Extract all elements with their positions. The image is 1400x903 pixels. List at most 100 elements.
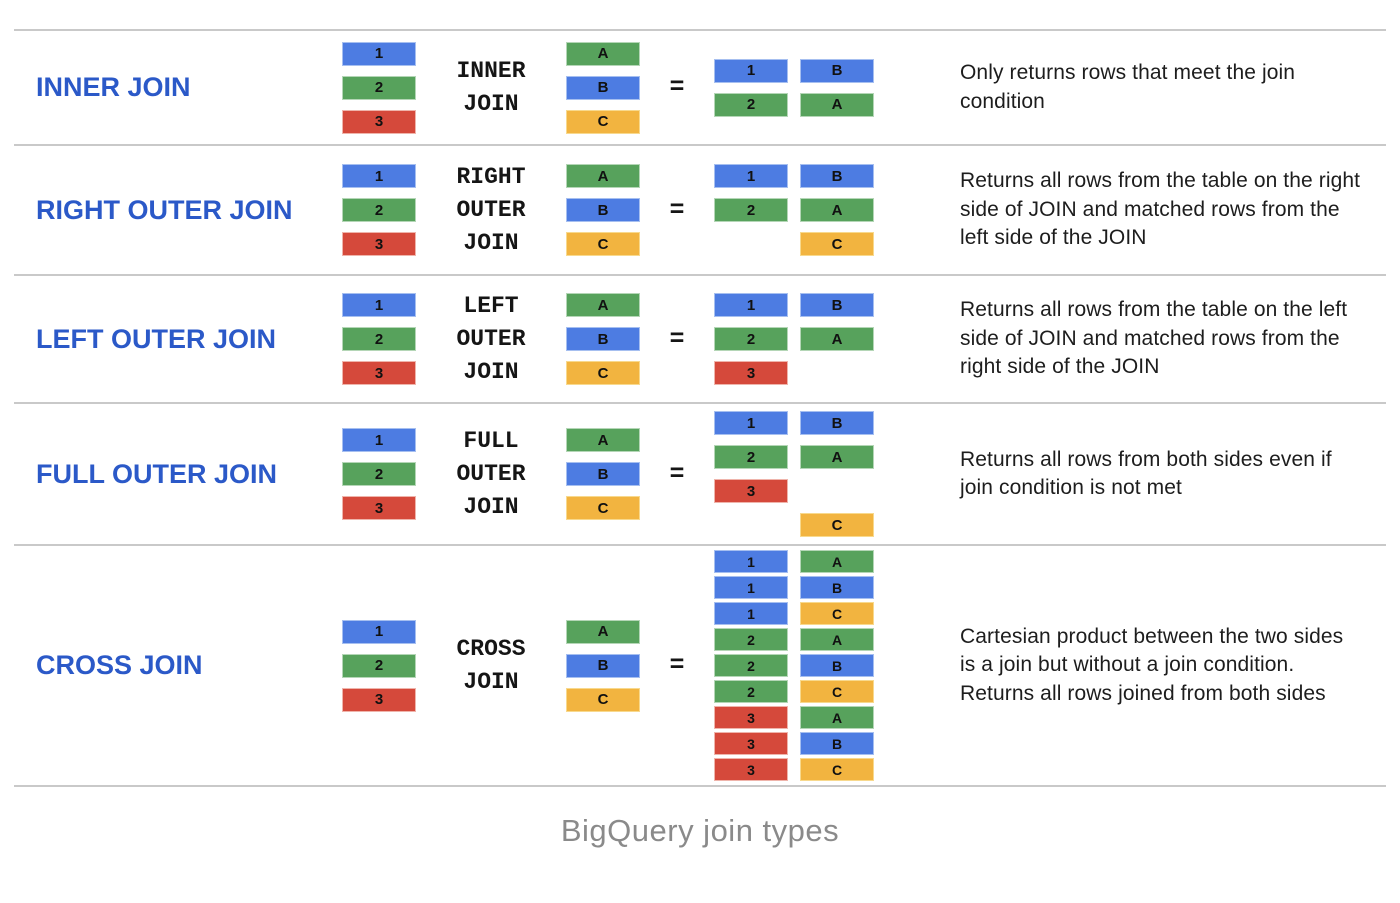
table-cell: B xyxy=(566,462,640,486)
table-cell: 3 xyxy=(342,109,416,134)
table-cell: C xyxy=(566,687,640,712)
table-cell: B xyxy=(566,327,640,351)
table-cell: 1 xyxy=(714,164,788,188)
equals-sign: = xyxy=(669,459,685,489)
join-operator-label: LEFT OUTER JOIN xyxy=(416,290,566,389)
table-cell: 1 xyxy=(714,293,788,317)
left-source-table: 1 2 3 xyxy=(342,428,416,520)
table-cell: 1 xyxy=(714,58,788,83)
table-cell: 2 xyxy=(342,653,416,678)
join-operator-line: RIGHT xyxy=(456,163,526,190)
join-operator-label: RIGHT OUTER JOIN xyxy=(416,161,566,260)
table-cell: A xyxy=(800,706,874,729)
join-type-label: INNER JOIN xyxy=(36,72,191,102)
join-type-label: LEFT OUTER JOIN xyxy=(36,323,277,354)
table-cell: 3 xyxy=(714,479,788,503)
table-cell: A xyxy=(800,198,874,222)
figure-footer: BigQuery join types xyxy=(0,787,1400,875)
join-operator-label: CROSS JOIN xyxy=(416,633,566,699)
table-cell: B xyxy=(800,411,874,435)
table-cell: A xyxy=(566,428,640,452)
table-cell: 1 xyxy=(342,293,416,317)
table-cell: 1 xyxy=(714,576,788,599)
table-cell: A xyxy=(566,164,640,188)
table-cell: B xyxy=(800,732,874,755)
table-cell: B xyxy=(800,164,874,188)
table-cell-empty xyxy=(714,513,788,537)
table-cell: C xyxy=(566,496,640,520)
table-cell: A xyxy=(800,550,874,573)
table-cell-empty xyxy=(800,361,874,385)
table-cell: 2 xyxy=(342,75,416,100)
table-cell: C xyxy=(566,109,640,134)
table-cell: 1 xyxy=(342,164,416,188)
table-cell: 2 xyxy=(342,327,416,351)
table-cell: C xyxy=(800,232,874,256)
table-cell: 1 xyxy=(342,619,416,644)
join-type-label: FULL OUTER JOIN xyxy=(36,458,278,489)
join-operator-label: FULL OUTER JOIN xyxy=(416,425,566,524)
table-cell: 2 xyxy=(714,680,788,703)
table-cell: 2 xyxy=(714,92,788,117)
table-cell: B xyxy=(566,198,640,222)
table-cell: 1 xyxy=(342,428,416,452)
table-cell: B xyxy=(800,576,874,599)
table-cell: B xyxy=(800,654,874,677)
table-cell: 3 xyxy=(342,687,416,712)
table-cell: 3 xyxy=(342,361,416,385)
table-cell: A xyxy=(566,41,640,66)
table-cell: C xyxy=(800,680,874,703)
table-cell: 2 xyxy=(714,327,788,351)
table-cell: B xyxy=(566,75,640,100)
table-cell: A xyxy=(566,619,640,644)
join-operator-line: CROSS xyxy=(456,635,526,662)
table-cell: B xyxy=(566,653,640,678)
join-operator-line: JOIN xyxy=(463,90,519,117)
equals-sign: = xyxy=(669,324,685,354)
join-operator-line: OUTER xyxy=(456,325,526,352)
table-cell-empty xyxy=(800,479,874,503)
join-operator-line: OUTER xyxy=(456,196,526,223)
table-cell: B xyxy=(800,293,874,317)
join-description: Returns all rows from the table on the l… xyxy=(960,298,1348,379)
table-cell: C xyxy=(800,513,874,537)
table-cell: C xyxy=(566,232,640,256)
left-source-table: 1 2 3 xyxy=(342,293,416,385)
table-cell-empty xyxy=(714,232,788,256)
left-source-table: 1 2 3 xyxy=(342,619,416,712)
join-operator-line: LEFT xyxy=(463,292,519,319)
table-cell: 1 xyxy=(714,550,788,573)
table-cell: 2 xyxy=(714,198,788,222)
table-cell: 3 xyxy=(714,361,788,385)
join-description: Only returns rows that meet the join con… xyxy=(960,61,1296,113)
table-cell: C xyxy=(566,361,640,385)
table-cell: 1 xyxy=(714,602,788,625)
join-operator-line: OUTER xyxy=(456,460,526,487)
table-cell: A xyxy=(800,628,874,651)
left-source-table: 1 2 3 xyxy=(342,41,416,134)
join-description: Returns all rows from both sides even if… xyxy=(960,447,1332,500)
join-operator-line: JOIN xyxy=(463,358,519,385)
table-cell: A xyxy=(800,92,874,117)
table-cell: 2 xyxy=(342,198,416,222)
join-description: Cartesian product between the two sides … xyxy=(960,624,1344,705)
table-cell: 3 xyxy=(714,758,788,781)
left-source-table: 1 2 3 xyxy=(342,164,416,256)
table-cell: C xyxy=(800,758,874,781)
table-cell: C xyxy=(800,602,874,625)
equals-sign: = xyxy=(669,195,685,225)
